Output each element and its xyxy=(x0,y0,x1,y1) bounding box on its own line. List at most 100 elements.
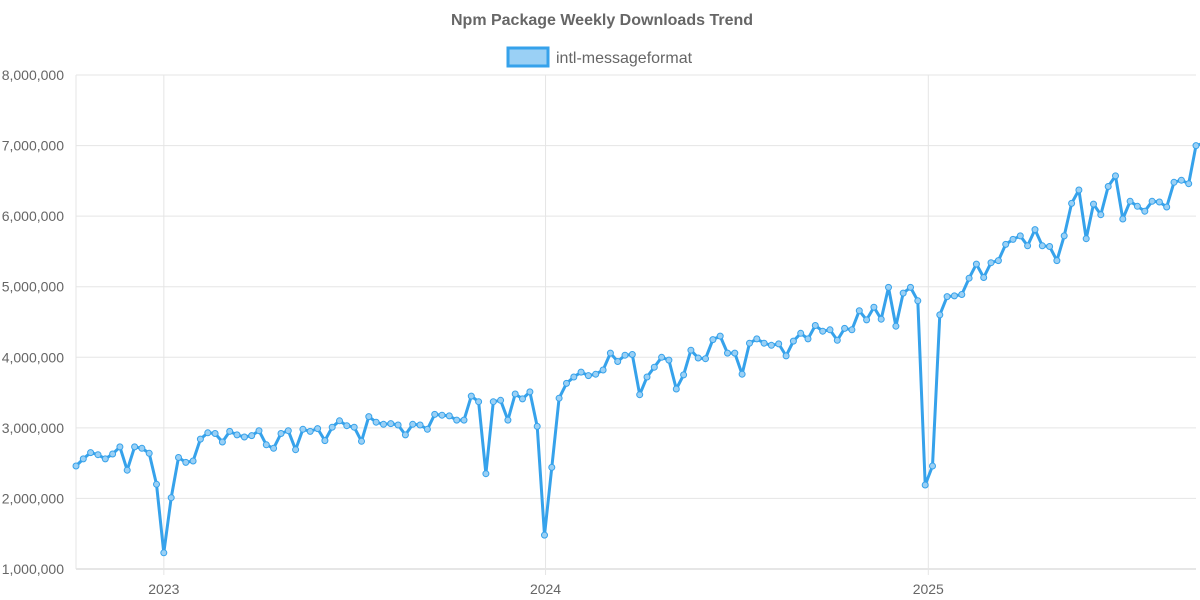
data-point[interactable] xyxy=(841,324,849,332)
data-point[interactable] xyxy=(1126,197,1134,205)
data-point[interactable] xyxy=(899,289,907,297)
data-point[interactable] xyxy=(709,336,717,344)
data-point[interactable] xyxy=(767,341,775,349)
data-point[interactable] xyxy=(482,470,490,478)
data-point[interactable] xyxy=(614,358,622,365)
data-point[interactable] xyxy=(196,435,204,443)
data-point[interactable] xyxy=(1133,202,1141,210)
data-point[interactable] xyxy=(665,356,673,364)
data-point[interactable] xyxy=(233,431,241,439)
data-point[interactable] xyxy=(204,429,212,437)
data-point[interactable] xyxy=(599,366,607,374)
legend[interactable]: intl-messageformat xyxy=(506,46,693,68)
data-point[interactable] xyxy=(1155,198,1163,206)
data-point[interactable] xyxy=(1031,226,1039,234)
data-point[interactable] xyxy=(753,335,761,343)
data-point[interactable] xyxy=(175,454,182,461)
data-point[interactable] xyxy=(833,336,841,344)
data-point[interactable] xyxy=(621,351,629,359)
legend-swatch[interactable] xyxy=(506,46,550,68)
data-point[interactable] xyxy=(497,396,505,404)
data-point[interactable] xyxy=(782,352,790,360)
data-point[interactable] xyxy=(877,315,885,323)
data-point[interactable] xyxy=(819,327,827,335)
data-point[interactable] xyxy=(1060,232,1068,240)
data-point[interactable] xyxy=(760,339,768,347)
data-point[interactable] xyxy=(489,398,497,406)
data-point[interactable] xyxy=(306,427,314,435)
data-point[interactable] xyxy=(914,297,922,305)
data-point[interactable] xyxy=(694,354,702,362)
data-point[interactable] xyxy=(1141,207,1149,215)
data-point[interactable] xyxy=(262,441,270,449)
data-point[interactable] xyxy=(153,480,160,488)
data-point[interactable] xyxy=(211,430,219,437)
data-point[interactable] xyxy=(980,274,988,281)
data-point[interactable] xyxy=(109,450,117,458)
data-point[interactable] xyxy=(1170,178,1178,186)
data-point[interactable] xyxy=(72,462,80,470)
data-point[interactable] xyxy=(716,332,724,340)
data-point[interactable] xyxy=(1002,240,1010,248)
data-point[interactable] xyxy=(965,274,973,282)
data-point[interactable] xyxy=(680,371,688,379)
data-point[interactable] xyxy=(1038,242,1046,250)
data-point[interactable] xyxy=(943,293,951,301)
data-point[interactable] xyxy=(131,443,139,451)
data-point[interactable] xyxy=(1090,200,1097,208)
data-point[interactable] xyxy=(387,420,395,428)
data-point[interactable] xyxy=(1053,257,1061,265)
data-point[interactable] xyxy=(1024,242,1032,250)
data-point[interactable] xyxy=(160,549,168,557)
data-point[interactable] xyxy=(628,351,636,358)
data-point[interactable] xyxy=(1097,211,1105,219)
data-point[interactable] xyxy=(475,398,483,406)
data-point[interactable] xyxy=(372,418,380,426)
data-point[interactable] xyxy=(958,291,966,298)
data-point[interactable] xyxy=(79,455,87,463)
data-point[interactable] xyxy=(1082,235,1090,243)
data-point[interactable] xyxy=(548,463,556,471)
data-point[interactable] xyxy=(929,462,936,470)
data-point[interactable] xyxy=(423,425,431,433)
data-point[interactable] xyxy=(416,421,424,429)
data-point[interactable] xyxy=(636,391,644,399)
data-point[interactable] xyxy=(167,494,175,502)
data-point[interactable] xyxy=(284,427,292,435)
data-point[interactable] xyxy=(855,307,863,315)
data-point[interactable] xyxy=(724,349,731,357)
data-point[interactable] xyxy=(606,349,614,357)
data-point[interactable] xyxy=(972,260,980,268)
data-point[interactable] xyxy=(453,416,461,424)
data-point[interactable] xyxy=(248,432,256,440)
data-point[interactable] xyxy=(1046,243,1054,250)
data-point[interactable] xyxy=(445,412,453,420)
data-point[interactable] xyxy=(343,422,351,430)
data-point[interactable] xyxy=(731,349,739,357)
data-point[interactable] xyxy=(138,444,146,452)
data-point[interactable] xyxy=(365,413,373,421)
data-point[interactable] xyxy=(533,422,541,430)
data-point[interactable] xyxy=(504,416,512,424)
data-point[interactable] xyxy=(328,423,336,431)
data-point[interactable] xyxy=(189,457,197,465)
data-point[interactable] xyxy=(702,355,709,363)
data-point[interactable] xyxy=(123,466,131,474)
data-point[interactable] xyxy=(592,370,600,378)
data-point[interactable] xyxy=(87,449,95,457)
data-point[interactable] xyxy=(650,363,658,371)
data-point[interactable] xyxy=(804,335,812,343)
data-point[interactable] xyxy=(950,292,958,300)
data-point[interactable] xyxy=(226,427,234,435)
data-point[interactable] xyxy=(116,443,124,451)
data-point[interactable] xyxy=(431,410,439,418)
data-point[interactable] xyxy=(563,379,570,387)
data-point[interactable] xyxy=(885,283,892,291)
data-point[interactable] xyxy=(907,283,914,291)
data-point[interactable] xyxy=(526,388,534,396)
data-point[interactable] xyxy=(1185,180,1193,188)
data-point[interactable] xyxy=(870,303,878,311)
data-point[interactable] xyxy=(314,425,322,433)
data-point[interactable] xyxy=(1075,186,1083,194)
data-point[interactable] xyxy=(577,368,585,376)
